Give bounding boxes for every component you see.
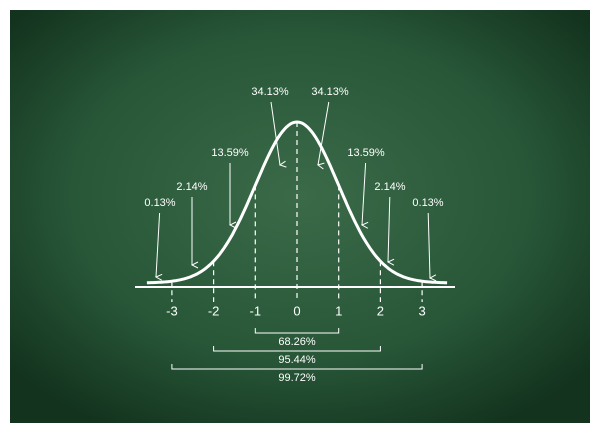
area-label: 13.59%	[211, 147, 249, 159]
chalkboard	[10, 10, 590, 423]
range-label: 68.26%	[278, 336, 316, 348]
arrow	[318, 101, 330, 165]
arrow	[362, 162, 366, 225]
area-label: 2.14%	[374, 181, 405, 193]
area-label: 0.13%	[412, 197, 443, 209]
content: -3 -2 -1 0 1 2 30.13%2.14%13.59%34.13% 34.13%13…	[135, 86, 455, 384]
area-label: 2.14%	[176, 181, 207, 193]
range-label: 99.72%	[278, 372, 316, 384]
area-label: 0.13%	[144, 197, 175, 209]
axis-label: 1	[335, 303, 342, 318]
range-bracket	[171, 364, 423, 370]
range-label: 95.44%	[278, 354, 316, 366]
axis-label: -2	[208, 303, 220, 318]
area-label: 34.13%	[311, 86, 349, 98]
arrow	[388, 196, 390, 262]
area-label: 34.13%	[251, 86, 289, 98]
arrow	[270, 101, 280, 165]
axis-label: -1	[250, 303, 262, 318]
axis-label: 0	[293, 303, 300, 318]
arrow	[156, 212, 160, 277]
axis-label: 2	[377, 303, 384, 318]
area-label: 13.59%	[347, 147, 385, 159]
axis-label: -3	[166, 303, 178, 318]
range-bracket	[213, 346, 381, 352]
arrow	[427, 212, 430, 278]
range-bracket	[254, 328, 340, 334]
axis-label: 3	[418, 303, 425, 318]
